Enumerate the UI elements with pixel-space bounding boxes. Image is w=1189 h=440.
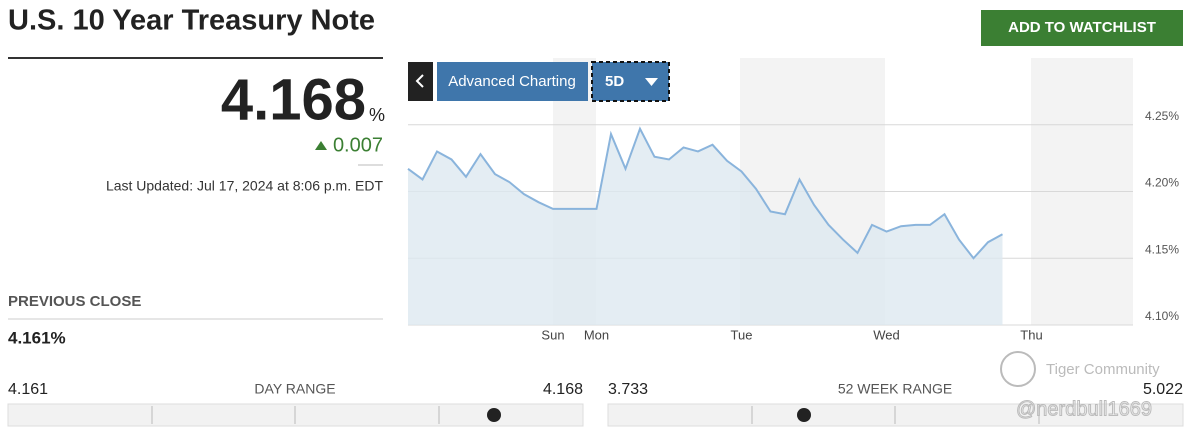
area (408, 128, 1003, 325)
price-unit: % (369, 105, 385, 125)
y-tick-label: 4.10% (1145, 309, 1179, 323)
up-arrow (315, 141, 327, 150)
previous-close-label: PREVIOUS CLOSE (8, 293, 141, 310)
page-title: U.S. 10 Year Treasury Note (8, 5, 375, 37)
price: 4.168 (221, 67, 366, 132)
range-high: 5.022 (1143, 381, 1183, 398)
watchlist-label[interactable]: ADD TO WATCHLIST (1008, 19, 1156, 36)
range-low: 3.733 (608, 381, 648, 398)
y-tick-label: 4.20% (1145, 176, 1179, 190)
collapse-button[interactable] (408, 62, 433, 101)
watermark-handle: @nerdbull1669 (1016, 398, 1152, 420)
x-tick-label: Tue (731, 327, 753, 342)
chevron-icon[interactable] (415, 74, 424, 88)
range-low: 4.161 (8, 381, 48, 398)
range-label: 52 WEEK RANGE (838, 381, 952, 397)
watermark-logo (1000, 351, 1036, 387)
x-tick-label: Wed (873, 327, 900, 342)
advanced-charting-label[interactable]: Advanced Charting (448, 73, 576, 90)
range-label: DAY RANGE (254, 381, 335, 397)
chart: 4.10% 4.15% 4.20% 4.25% Sun Mon Tue Wed Thu (407, 58, 1179, 342)
x-tick-label: Thu (1020, 327, 1042, 342)
y-tick-label: 4.15% (1145, 242, 1179, 256)
previous-close-value: 4.161% (8, 328, 66, 347)
watchlist-button[interactable] (981, 10, 1183, 46)
period-dropdown[interactable] (591, 61, 670, 102)
x-tick-label: Mon (584, 327, 609, 342)
x-tick-label: Sun (541, 327, 564, 342)
last-updated: Last Updated: Jul 17, 2024 at 8:06 p.m. … (106, 178, 384, 194)
watermark-brand: Tiger Community (1046, 361, 1160, 378)
range-dot (797, 408, 811, 422)
range-dot (487, 408, 501, 422)
range-high: 4.168 (543, 381, 583, 398)
advanced-charting-button[interactable] (437, 62, 588, 101)
line (407, 126, 1003, 260)
period-label[interactable]: 5D (605, 73, 624, 90)
y-tick-label: 4.25% (1145, 109, 1179, 123)
price-change: 0.007 (333, 134, 383, 156)
dropdown-arrow[interactable] (645, 78, 658, 86)
